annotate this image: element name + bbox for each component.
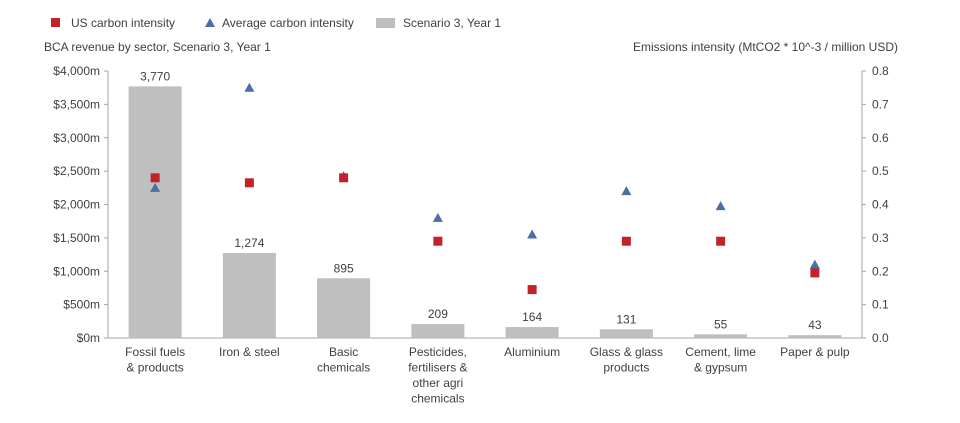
x-axis-category-label: Fossil fuels <box>125 345 185 359</box>
x-axis-category-label: other agri <box>413 376 464 390</box>
right-axis-tick-label: 0.2 <box>872 264 889 278</box>
x-axis-category-label: Basic <box>329 345 358 359</box>
x-axis-category-label: chemicals <box>411 392 464 406</box>
average-intensity-marker <box>621 186 632 196</box>
x-axis-category-label: & gypsum <box>694 361 747 375</box>
us-intensity-marker <box>716 236 726 246</box>
x-axis-category-label: fertilisers & <box>408 361 467 375</box>
right-axis-title: Emissions intensity (MtCO2 * 10^-3 / mil… <box>633 40 898 54</box>
x-axis-category-label: chemicals <box>317 361 370 375</box>
us-intensity-marker <box>810 268 820 278</box>
right-axis-tick-label: 0.4 <box>872 198 889 212</box>
x-axis-category-label: Aluminium <box>504 345 560 359</box>
left-axis-tick-label: $500m <box>63 298 100 312</box>
average-intensity-marker <box>432 212 443 222</box>
x-axis-category-label: Pesticides, <box>409 345 467 359</box>
average-intensity-marker <box>150 182 161 192</box>
us-intensity-marker <box>150 173 160 183</box>
average-intensity-marker <box>527 229 538 239</box>
bar-data-label: 55 <box>714 317 728 331</box>
bar <box>317 278 371 338</box>
legend: US carbon intensity Average carbon intens… <box>51 16 501 30</box>
bar-data-label: 1,274 <box>234 236 264 250</box>
left-axis-tick-label: $1,500m <box>53 231 100 245</box>
bar <box>128 86 182 338</box>
x-axis-category-label: Glass & glass <box>590 345 663 359</box>
right-axis-tick-label: 0.6 <box>872 131 889 145</box>
bar-data-label: 131 <box>616 312 636 326</box>
bar-data-label: 209 <box>428 307 448 321</box>
bar <box>505 327 559 338</box>
left-axis-tick-label: $2,000m <box>53 198 100 212</box>
bar <box>788 335 842 338</box>
legend-label: US carbon intensity <box>71 16 175 30</box>
average-intensity-marker <box>244 82 255 92</box>
x-axis-category-label: products <box>603 361 649 375</box>
right-axis-tick-label: 0.8 <box>872 64 889 78</box>
bar-data-label: 43 <box>808 318 822 332</box>
markers <box>150 82 820 295</box>
us-intensity-marker <box>339 173 349 183</box>
x-axis-labels: Fossil fuels & products Iron & steel Basic c… <box>125 345 850 406</box>
x-axis-category-label: Cement, lime <box>685 345 756 359</box>
us-intensity-marker <box>244 178 254 188</box>
x-axis-category-label: Iron & steel <box>219 345 280 359</box>
legend-label: Scenario 3, Year 1 <box>403 16 501 30</box>
left-axis-tick-label: $3,500m <box>53 97 100 111</box>
legend-bar-icon <box>376 18 395 28</box>
us-intensity-marker <box>527 285 537 295</box>
average-intensity-marker <box>715 201 726 211</box>
left-axis-tick-label: $0m <box>77 331 100 345</box>
bar-data-label: 3,770 <box>140 69 170 83</box>
bar-data-label: 895 <box>334 261 354 275</box>
x-axis-category-label: Paper & pulp <box>780 345 850 359</box>
bar <box>411 324 465 338</box>
right-axis: 0.0 0.1 0.2 0.3 0.4 0.5 0.6 0.7 0.8 <box>861 64 889 345</box>
right-axis-tick-label: 0.1 <box>872 298 889 312</box>
right-axis-tick-label: 0.3 <box>872 231 889 245</box>
right-axis-tick-label: 0.5 <box>872 164 889 178</box>
legend-square-icon <box>51 18 60 27</box>
average-intensity-marker <box>809 259 820 269</box>
legend-triangle-icon <box>205 18 215 27</box>
bar <box>694 334 748 338</box>
left-axis-tick-label: $3,000m <box>53 131 100 145</box>
right-axis-tick-label: 0.0 <box>872 331 889 345</box>
bar <box>599 329 653 338</box>
us-intensity-marker <box>621 236 631 246</box>
left-axis-tick-label: $4,000m <box>53 64 100 78</box>
legend-label: Average carbon intensity <box>222 16 354 30</box>
x-axis-category-label: & products <box>126 361 183 375</box>
bar-data-label: 164 <box>522 310 542 324</box>
left-axis-tick-label: $1,000m <box>53 264 100 278</box>
left-axis-title: BCA revenue by sector, Scenario 3, Year … <box>44 40 271 54</box>
left-axis-tick-label: $2,500m <box>53 164 100 178</box>
right-axis-tick-label: 0.7 <box>872 97 889 111</box>
us-intensity-marker <box>433 236 443 246</box>
left-axis: $0m $500m $1,000m $1,500m $2,000m $2,500m $3,0… <box>53 64 862 345</box>
bars: 3,770 1,274 895 209 164 131 55 43 <box>128 69 842 338</box>
bar <box>222 252 276 338</box>
